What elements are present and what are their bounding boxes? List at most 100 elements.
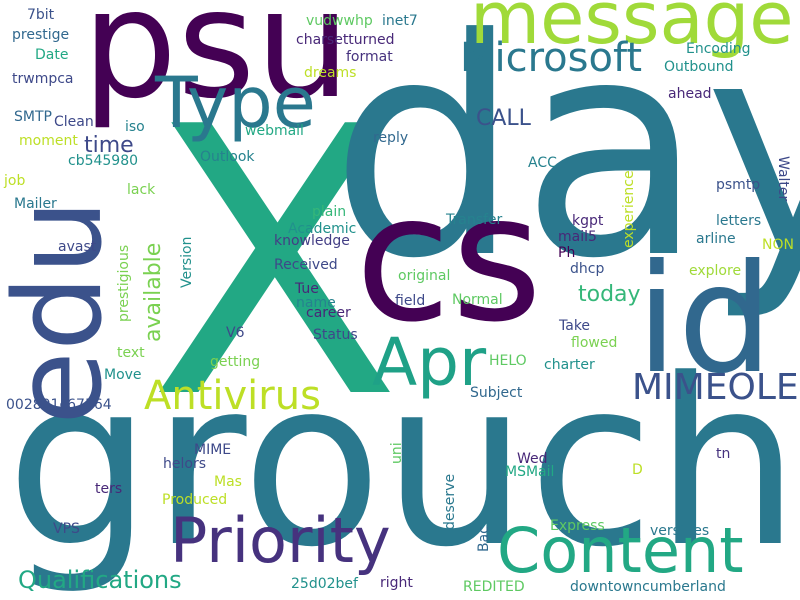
word-deserve: deserve [442,473,458,530]
word-acc: ACC [528,155,557,171]
word-career: career [306,305,351,321]
word-time: time [84,133,134,158]
word-dhcp: dhcp [570,261,605,277]
word-call: CALL [476,106,531,131]
word-getting: getting [210,354,261,370]
word-002801c67564: 002801c67564 [6,397,112,413]
word-produced: Produced [162,492,228,508]
word-right: right [380,575,413,591]
word-flowed: flowed [571,335,618,351]
word-field: field [395,293,426,309]
word-d: D [632,462,643,478]
word-express: Express [550,518,605,534]
word-cs: cs [355,158,543,361]
word-status: Status [313,327,358,343]
word-microsoft: Microsoft [460,35,643,81]
word-mail5: mail5 [558,229,597,245]
word-redited: REDITED [463,579,525,595]
word-moment: moment [19,133,78,149]
word-7bit: 7bit [27,7,55,23]
word-ph: Ph [558,245,576,261]
word-edu: edu [0,198,129,425]
word-prestigious: prestigious [116,244,132,322]
word-priority: Priority [170,504,391,577]
word-day: day [330,0,800,324]
word-dreams: dreams [304,65,357,81]
word-move: Move [104,367,142,383]
word-arline: arline [696,231,736,247]
word-plain: plain [312,204,347,220]
word-25d02bef: 25d02bef [291,576,358,592]
word-smtp: SMTP [14,109,52,125]
word-avast: avast [58,239,97,255]
word-ters: ters [95,481,123,497]
word-date: Date [35,47,69,63]
word-wed: Wed [517,451,548,467]
word-available: available [141,242,166,342]
word-academic: Academic [288,221,357,237]
word-cb545980: cb545980 [68,153,139,169]
word-versities: versities [650,523,710,539]
word-charter: charter [544,357,595,373]
word-qualifications: Qualifications [18,566,182,594]
word-name: name [296,295,336,311]
word-walter: Walter [775,156,791,202]
word-charsetturned: charsetturned [296,32,395,48]
word-tn: tn [716,446,731,462]
word-iso: iso [125,119,145,135]
word-normal: Normal [452,292,503,308]
word-reply: reply [373,130,409,146]
word-message: message [470,0,794,60]
word-mas: Mas [214,474,242,490]
word-prestige: prestige [12,27,70,43]
word-clean: Clean [54,114,94,130]
word-apr: Apr [372,324,487,401]
word-downtowncumberland: downtowncumberland [570,579,726,595]
word-received: Received [274,257,338,273]
word-take: Take [559,318,591,334]
word-original: original [398,268,451,284]
word-inet7: inet7 [382,13,418,29]
word-content: Content [497,514,744,587]
word-groucho: groucho [6,331,800,598]
word-version: Version [179,236,195,288]
word-letters: letters [716,213,762,229]
word-ahead: ahead [668,86,712,102]
word-today: today [578,282,641,307]
word-outlook: Outlook [200,149,255,165]
word-mime: MIME [194,442,232,458]
word-helors: helors [163,456,206,472]
word-webmail: webmail [245,123,304,139]
word-job: job [4,173,26,189]
word-experience: experience [621,170,637,248]
word-id: id [636,233,773,407]
word-vps: VPS [53,521,80,537]
word-mailer: Mailer [14,196,57,212]
word-encoding: Encoding [686,41,751,57]
word-psu: psu [82,0,351,132]
word-v6: V6 [226,325,245,341]
word-trwmpca: trwmpca [12,71,74,87]
word-msmail: MSMail [505,464,555,480]
word-uni: uni [389,442,405,464]
word-type: Type [155,62,316,144]
word-vudwwhp: vudwwhp [306,13,373,29]
word-knowledge: knowledge [274,233,350,249]
word-psmtp: psmtp [716,177,761,193]
word-bac: Bac [476,526,492,552]
word-outbound: Outbound [664,59,734,75]
word-helo: HELO [489,353,527,369]
word-antivirus: Antivirus [144,373,321,419]
word-tue: Tue [295,281,319,297]
word-subject: Subject [470,385,523,401]
word-lack: lack [127,182,156,198]
word-text: text [117,345,145,361]
word-format: format [346,49,393,65]
word-explore: explore [689,263,742,279]
word-kgpt: kgpt [572,213,604,229]
word-non: NON [762,237,794,253]
word-transfer: Transfer [446,212,503,228]
word-mimeole: MIMEOLE [632,367,799,408]
word-x: X [148,50,402,480]
